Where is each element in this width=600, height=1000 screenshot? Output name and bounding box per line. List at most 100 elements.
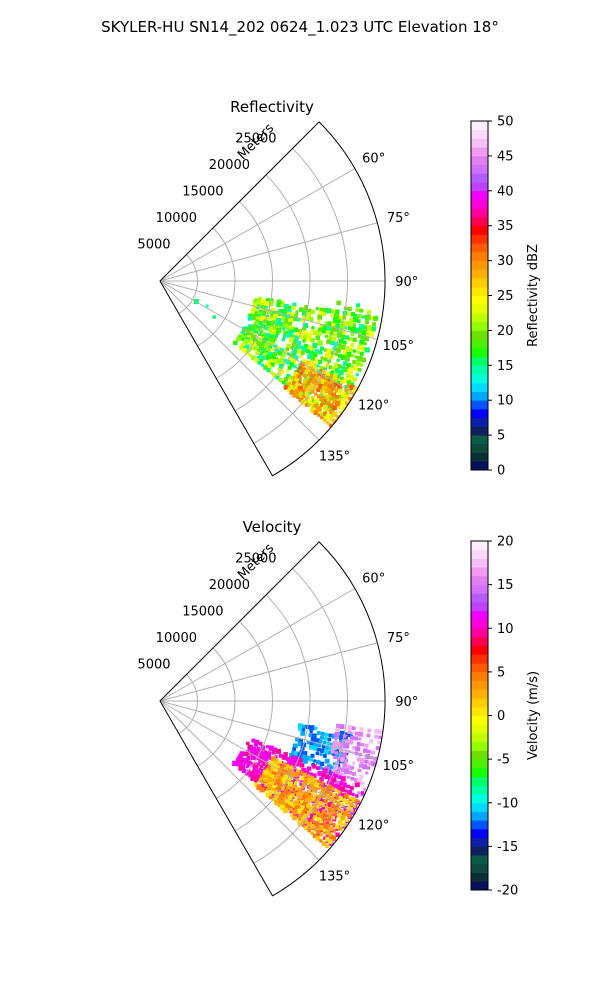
velocity-echo-pixel bbox=[285, 772, 290, 776]
velocity-echo-pixel bbox=[255, 776, 261, 781]
velocity-echo-pixel bbox=[295, 737, 300, 742]
reflectivity-colorbar-tick-label: 10 bbox=[497, 394, 514, 409]
velocity-echo-pixel bbox=[316, 747, 321, 752]
reflectivity-echo-pixel bbox=[324, 381, 330, 388]
velocity-echo-pixel bbox=[310, 737, 316, 743]
velocity-echo-pixel bbox=[284, 793, 290, 799]
reflectivity-echo-pixel bbox=[248, 339, 253, 344]
reflectivity-echo-pixel bbox=[304, 385, 308, 389]
velocity-echo-pixel bbox=[358, 737, 362, 741]
reflectivity-echo-pixel bbox=[338, 344, 342, 348]
reflectivity-echo-pixel bbox=[303, 343, 309, 349]
reflectivity-azimuth-tick-label: 135° bbox=[319, 449, 350, 464]
reflectivity-echo-pixel bbox=[275, 317, 281, 323]
velocity-colorbar-segment bbox=[471, 610, 488, 620]
velocity-echo-pixel bbox=[301, 795, 308, 802]
velocity-echo-pixel bbox=[333, 783, 338, 788]
velocity-echo-pixel bbox=[287, 761, 293, 767]
velocity-colorbar-segment bbox=[471, 785, 488, 795]
velocity-echo-pixel bbox=[260, 748, 264, 752]
velocity-range-tick-label: 15000 bbox=[182, 604, 223, 619]
velocity-echo-pixel bbox=[299, 794, 304, 799]
velocity-echo-pixel bbox=[280, 786, 285, 791]
reflectivity-echo-pixel bbox=[283, 304, 289, 309]
reflectivity-echo-pixel bbox=[340, 334, 345, 339]
velocity-echo-pixel bbox=[312, 787, 318, 793]
velocity-echo-pixel bbox=[328, 820, 333, 825]
velocity-echo-pixel bbox=[315, 805, 320, 810]
reflectivity-echo-pixel bbox=[294, 370, 299, 375]
velocity-echo-pixel bbox=[280, 805, 286, 811]
velocity-echo-pixel bbox=[271, 763, 277, 769]
reflectivity-echo-pixel bbox=[364, 325, 368, 329]
reflectivity-echo-pixel bbox=[310, 338, 315, 343]
reflectivity-echo-pixel bbox=[323, 357, 328, 362]
reflectivity-echo-pixel bbox=[352, 377, 357, 382]
reflectivity-echo-region bbox=[283, 359, 358, 428]
velocity-azimuth-spoke bbox=[159, 700, 378, 760]
velocity-echo-pixel bbox=[323, 799, 328, 804]
reflectivity-echo-pixel bbox=[255, 306, 260, 311]
reflectivity-echo-pixel bbox=[247, 332, 253, 338]
velocity-echo-pixel bbox=[316, 817, 321, 822]
reflectivity-echo-pixel bbox=[362, 315, 366, 319]
reflectivity-echo-pixel bbox=[331, 392, 337, 398]
reflectivity-echo-pixel bbox=[299, 333, 305, 339]
reflectivity-echo-pixel bbox=[305, 403, 309, 407]
reflectivity-echo-pixel bbox=[344, 367, 350, 373]
velocity-echo-pixel bbox=[293, 756, 300, 762]
reflectivity-echo-pixel bbox=[294, 383, 300, 389]
reflectivity-echo-pixel bbox=[304, 369, 309, 375]
velocity-colorbar-segment bbox=[471, 759, 488, 769]
reflectivity-echo-pixel bbox=[308, 316, 314, 322]
reflectivity-echo-pixel bbox=[254, 311, 258, 315]
reflectivity-echo-pixel bbox=[278, 322, 284, 328]
velocity-echo-pixel bbox=[288, 796, 293, 801]
reflectivity-colorbar-segment bbox=[471, 225, 488, 235]
velocity-echo-pixel bbox=[269, 781, 274, 787]
velocity-echo-pixel bbox=[292, 747, 297, 752]
velocity-azimuth-tick-label: 120° bbox=[358, 818, 389, 833]
reflectivity-echo-pixel bbox=[287, 308, 292, 313]
reflectivity-echo-pixel bbox=[322, 411, 328, 416]
reflectivity-echo-pixel bbox=[289, 337, 295, 343]
velocity-echo-pixel bbox=[300, 817, 306, 822]
velocity-echo-pixel bbox=[358, 731, 364, 737]
reflectivity-echo-pixel bbox=[310, 368, 315, 373]
reflectivity-echo-pixel bbox=[320, 416, 324, 420]
reflectivity-echo-pixel bbox=[369, 316, 374, 321]
reflectivity-echo-pixel bbox=[320, 373, 325, 379]
velocity-colorbar-segment bbox=[471, 558, 488, 568]
reflectivity-echo-pixel bbox=[319, 324, 324, 329]
velocity-echo-pixel bbox=[267, 765, 271, 769]
reflectivity-echo-pixel bbox=[310, 389, 315, 394]
velocity-echo-pixel bbox=[299, 763, 305, 768]
velocity-echo-pixel bbox=[325, 806, 328, 809]
reflectivity-echo-pixel bbox=[291, 342, 296, 347]
velocity-colorbar-tick-label: -5 bbox=[497, 753, 510, 768]
reflectivity-echo-pixel bbox=[291, 334, 295, 339]
reflectivity-colorbar-segment bbox=[471, 461, 488, 471]
reflectivity-echo-pixel bbox=[293, 365, 297, 369]
velocity-echo-pixel bbox=[356, 778, 363, 785]
reflectivity-echo-pixel bbox=[323, 375, 329, 381]
velocity-echo-pixel bbox=[333, 804, 339, 810]
reflectivity-azimuth-spoke bbox=[159, 280, 356, 394]
reflectivity-echo-pixel bbox=[259, 358, 264, 362]
reflectivity-echo-pixel bbox=[340, 376, 345, 381]
velocity-echo-pixel bbox=[343, 743, 349, 749]
reflectivity-echo-pixel bbox=[326, 407, 331, 412]
velocity-echo-pixel bbox=[323, 836, 327, 840]
reflectivity-colorbar-segment bbox=[471, 339, 488, 349]
velocity-echo-pixel bbox=[297, 820, 304, 826]
velocity-echo-pixel bbox=[320, 781, 324, 786]
velocity-echo-pixel bbox=[315, 823, 322, 829]
reflectivity-echo-pixel bbox=[304, 382, 309, 387]
reflectivity-echo-pixel bbox=[273, 310, 280, 317]
reflectivity-echo-pixel bbox=[260, 315, 266, 321]
reflectivity-echo-pixel bbox=[350, 365, 354, 369]
velocity-echo-pixel bbox=[302, 772, 307, 777]
velocity-echo-pixel bbox=[264, 756, 269, 761]
reflectivity-echo-pixel bbox=[331, 336, 337, 342]
velocity-colorbar-tick-label: 15 bbox=[497, 578, 514, 593]
